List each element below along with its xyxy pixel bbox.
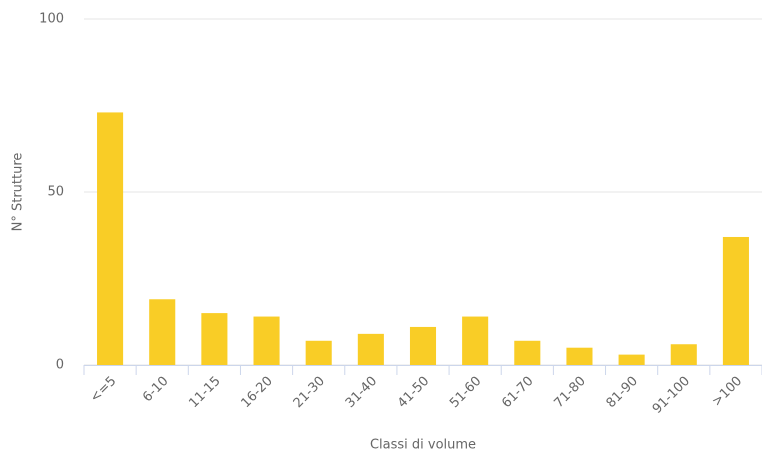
x-tick-label: 31-40 xyxy=(343,374,380,411)
bar xyxy=(618,354,645,365)
bar xyxy=(409,326,437,365)
bar xyxy=(357,333,384,365)
bar xyxy=(462,316,489,365)
bar xyxy=(722,236,749,365)
bar xyxy=(670,344,697,365)
y-tick-label: 50 xyxy=(47,185,64,200)
x-tick-label: 16-20 xyxy=(239,374,276,411)
x-tick-label: 21-30 xyxy=(291,374,328,411)
y-axis-title: N° Strutture xyxy=(11,153,26,232)
x-tick-label: >100 xyxy=(709,374,745,410)
x-axis-title: Classi di volume xyxy=(370,438,476,453)
bar xyxy=(97,112,124,365)
x-tick-label: 6-10 xyxy=(140,374,171,405)
bar xyxy=(514,340,541,365)
y-tick-label: 100 xyxy=(39,12,64,27)
bar xyxy=(253,316,280,365)
x-tick-label: 61-70 xyxy=(499,374,536,411)
x-tick-label: <=5 xyxy=(88,374,120,406)
x-tick-label: 41-50 xyxy=(395,374,432,411)
y-tick-label: 0 xyxy=(56,358,64,373)
x-tick-label: 91-100 xyxy=(650,374,693,417)
bar xyxy=(305,340,332,365)
x-tick-label: 71-80 xyxy=(551,374,588,411)
x-tick-label: 51-60 xyxy=(447,374,484,411)
bar xyxy=(149,299,176,365)
bar xyxy=(566,347,593,365)
x-tick-label: 81-90 xyxy=(604,374,641,411)
x-tick-label: 11-15 xyxy=(186,374,223,411)
bar xyxy=(201,313,228,365)
